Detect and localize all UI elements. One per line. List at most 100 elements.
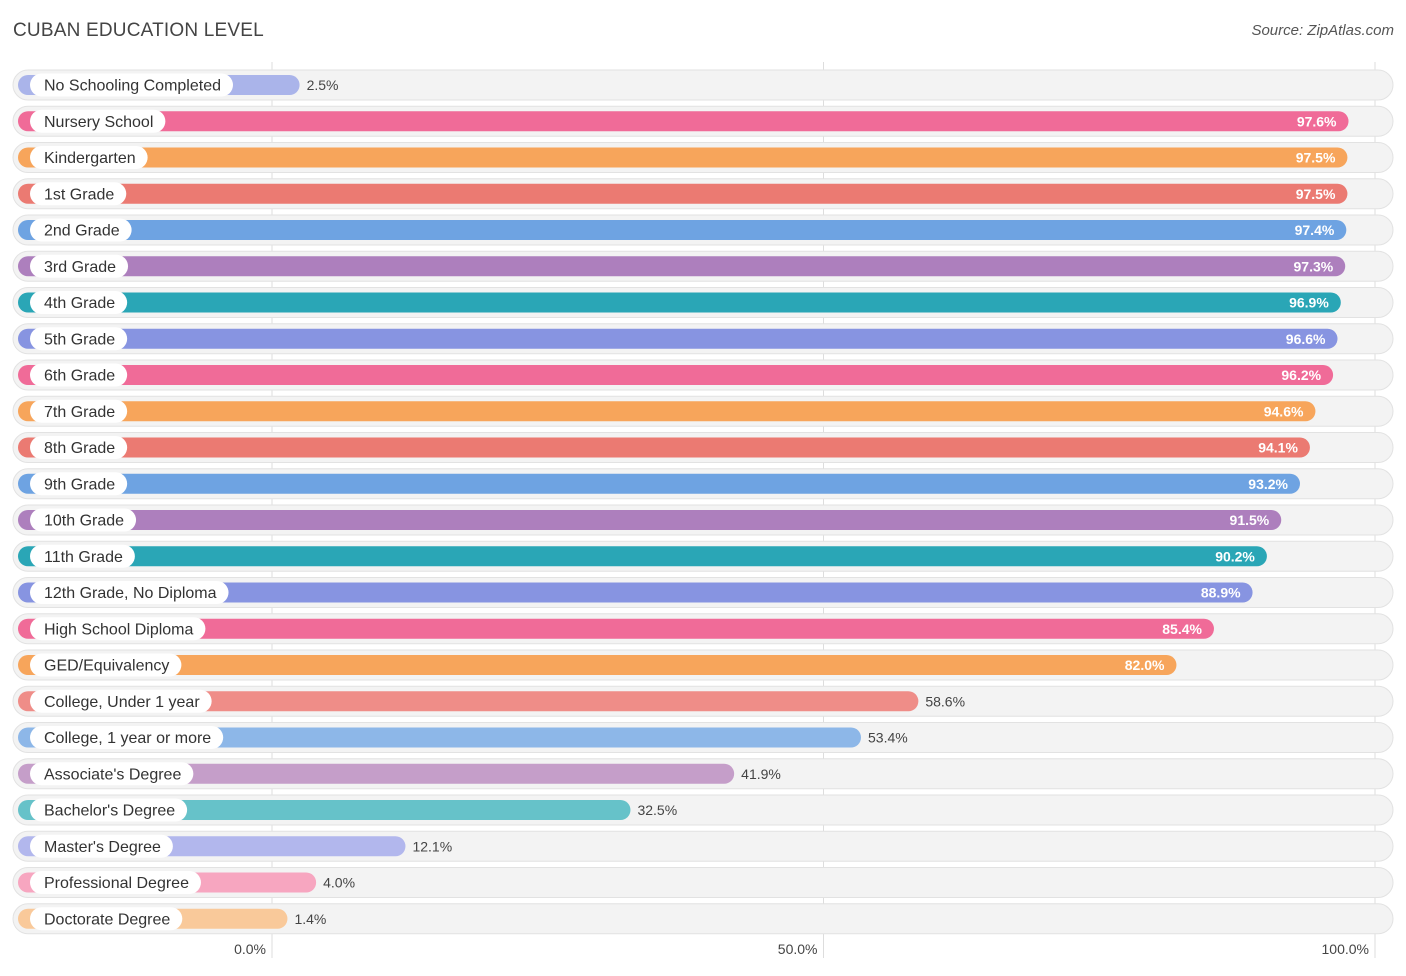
category-label-pill (30, 472, 128, 496)
bar-row: Doctorate Degree 1.4% (12, 903, 1394, 935)
value-label: 82.0% (1125, 657, 1165, 673)
value-label: 1.4% (294, 911, 326, 927)
category-label-pill (30, 363, 128, 387)
category-label: Doctorate Degree (44, 911, 170, 928)
bar-row: 8th Grade 94.1% (12, 432, 1394, 463)
bar-row: Nursery School 97.6% (12, 105, 1394, 137)
category-label-pill (30, 834, 173, 858)
x-tick-label: 50.0% (778, 941, 818, 957)
bar (18, 437, 1310, 458)
bar (18, 582, 1253, 603)
source-note: Source: ZipAtlas.com (1251, 22, 1394, 39)
bar-row: 9th Grade 93.2% (12, 468, 1394, 500)
value-label: 58.6% (925, 693, 965, 709)
category-label: Nursery School (44, 114, 153, 131)
category-label: 3rd Grade (44, 259, 116, 276)
category-label-pill (30, 254, 129, 278)
bar-row: GED/Equivalency 82.0% (12, 649, 1394, 681)
bar (18, 183, 1348, 204)
bar-row: College, 1 year or more 53.4% (12, 722, 1394, 753)
category-label-pill (30, 762, 194, 786)
bar-row: College, Under 1 year 58.6% (12, 685, 1394, 717)
value-label: 96.2% (1281, 367, 1321, 383)
bar (18, 292, 1341, 313)
bar-row: 10th Grade 91.5% (12, 504, 1394, 536)
category-label-pill (30, 798, 188, 822)
category-label-pill (30, 73, 233, 97)
category-label: Bachelor's Degree (44, 803, 175, 820)
category-label: 8th Grade (44, 440, 115, 457)
value-label: 93.2% (1248, 476, 1288, 492)
bar-row: 6th Grade 96.2% (12, 359, 1394, 391)
bar-row: Kindergarten 97.5% (12, 142, 1394, 173)
value-label: 97.5% (1296, 186, 1336, 202)
category-label-pill (30, 617, 206, 641)
bar (18, 147, 1348, 168)
bar-row: Professional Degree 4.0% (12, 867, 1394, 898)
bar-row: High School Diploma 85.4% (12, 613, 1394, 645)
chart-title: CUBAN EDUCATION LEVEL (13, 20, 264, 41)
bar-row: Bachelor's Degree 32.5% (12, 794, 1394, 826)
value-label: 85.4% (1162, 621, 1202, 637)
value-label: 97.4% (1295, 222, 1335, 238)
category-label-pill (30, 146, 148, 169)
category-label-pill (30, 581, 229, 604)
value-label: 53.4% (868, 730, 908, 746)
value-label: 2.5% (307, 77, 339, 93)
bar-row: Associate's Degree 41.9% (12, 758, 1394, 790)
category-label-pill (30, 689, 212, 713)
category-label-pill (30, 436, 128, 459)
bar (18, 727, 862, 748)
bar (18, 655, 1177, 675)
x-tick-label: 100.0% (1322, 941, 1369, 957)
bar (18, 510, 1282, 530)
value-label: 4.0% (323, 875, 355, 891)
bar (18, 328, 1338, 349)
category-label: 7th Grade (44, 404, 115, 421)
value-label: 94.6% (1264, 403, 1304, 419)
value-label: 96.9% (1289, 295, 1329, 311)
bar-row: 12th Grade, No Diploma 88.9% (12, 577, 1394, 608)
bar-row: 4th Grade 96.9% (12, 287, 1394, 318)
bar (18, 691, 919, 712)
bar-rows: No Schooling Completed 2.5% Nursery School… (12, 69, 1394, 935)
category-label-pill (30, 182, 127, 206)
category-label: High School Diploma (44, 621, 194, 638)
value-label: 12.1% (412, 838, 452, 854)
category-label-pill (30, 726, 224, 749)
bar (18, 473, 1300, 494)
x-axis-ticks: 0.0% 50.0% 100.0% (234, 941, 1369, 957)
value-label: 94.1% (1258, 440, 1298, 456)
bar-row: 2nd Grade 97.4% (12, 214, 1394, 246)
category-label: 1st Grade (44, 186, 114, 203)
bar (18, 111, 1349, 132)
category-label: College, Under 1 year (44, 694, 200, 711)
category-label: 5th Grade (44, 331, 115, 348)
category-label: 2nd Grade (44, 223, 120, 240)
bar (18, 256, 1346, 277)
category-label: Professional Degree (44, 875, 189, 892)
value-label: 91.5% (1230, 512, 1270, 528)
bar (18, 618, 1214, 639)
category-label: No Schooling Completed (44, 78, 221, 95)
category-label-pill (30, 399, 128, 423)
category-label: Associate's Degree (44, 766, 181, 783)
category-label: 6th Grade (44, 368, 115, 385)
value-label: 90.2% (1215, 548, 1255, 564)
category-label-pill (30, 907, 183, 931)
value-label: 96.6% (1286, 331, 1326, 347)
value-label: 97.3% (1294, 258, 1334, 274)
bar-row: 1st Grade 97.5% (12, 178, 1394, 210)
row-track (12, 903, 1394, 935)
row-track (12, 867, 1394, 898)
category-label: 9th Grade (44, 476, 115, 493)
category-label: GED/Equivalency (44, 658, 169, 675)
x-tick-label: 0.0% (234, 941, 266, 957)
value-label: 88.9% (1201, 585, 1241, 601)
bar (18, 220, 1347, 240)
category-label: Master's Degree (44, 839, 161, 856)
category-label-pill (30, 544, 135, 568)
bar (18, 546, 1267, 567)
category-label-pill (30, 508, 137, 532)
